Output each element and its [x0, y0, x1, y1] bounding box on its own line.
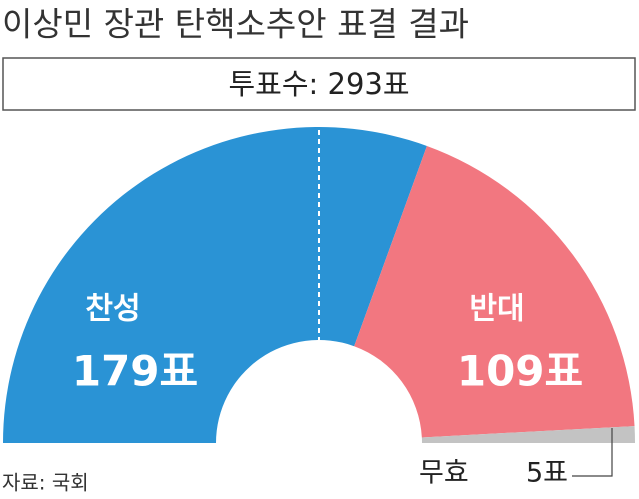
- subtitle: 투표수: 293표: [228, 67, 409, 101]
- slices: [3, 126, 635, 444]
- subtitle-box: [2, 57, 636, 111]
- value-label: 5표: [526, 458, 568, 489]
- leader-line: [572, 428, 613, 477]
- slice: [3, 126, 427, 444]
- value-label: 179표: [72, 347, 198, 396]
- category-label: 무효: [419, 458, 469, 489]
- source: 자료: 국회: [2, 471, 89, 495]
- slice: [421, 426, 635, 443]
- category-label: 반대: [469, 292, 524, 327]
- category-label: 찬성: [85, 292, 140, 327]
- value-label: 109표: [457, 347, 583, 396]
- slice: [354, 145, 635, 438]
- chart-title: 이상민 장관 탄핵소추안 표결 결과: [2, 5, 469, 44]
